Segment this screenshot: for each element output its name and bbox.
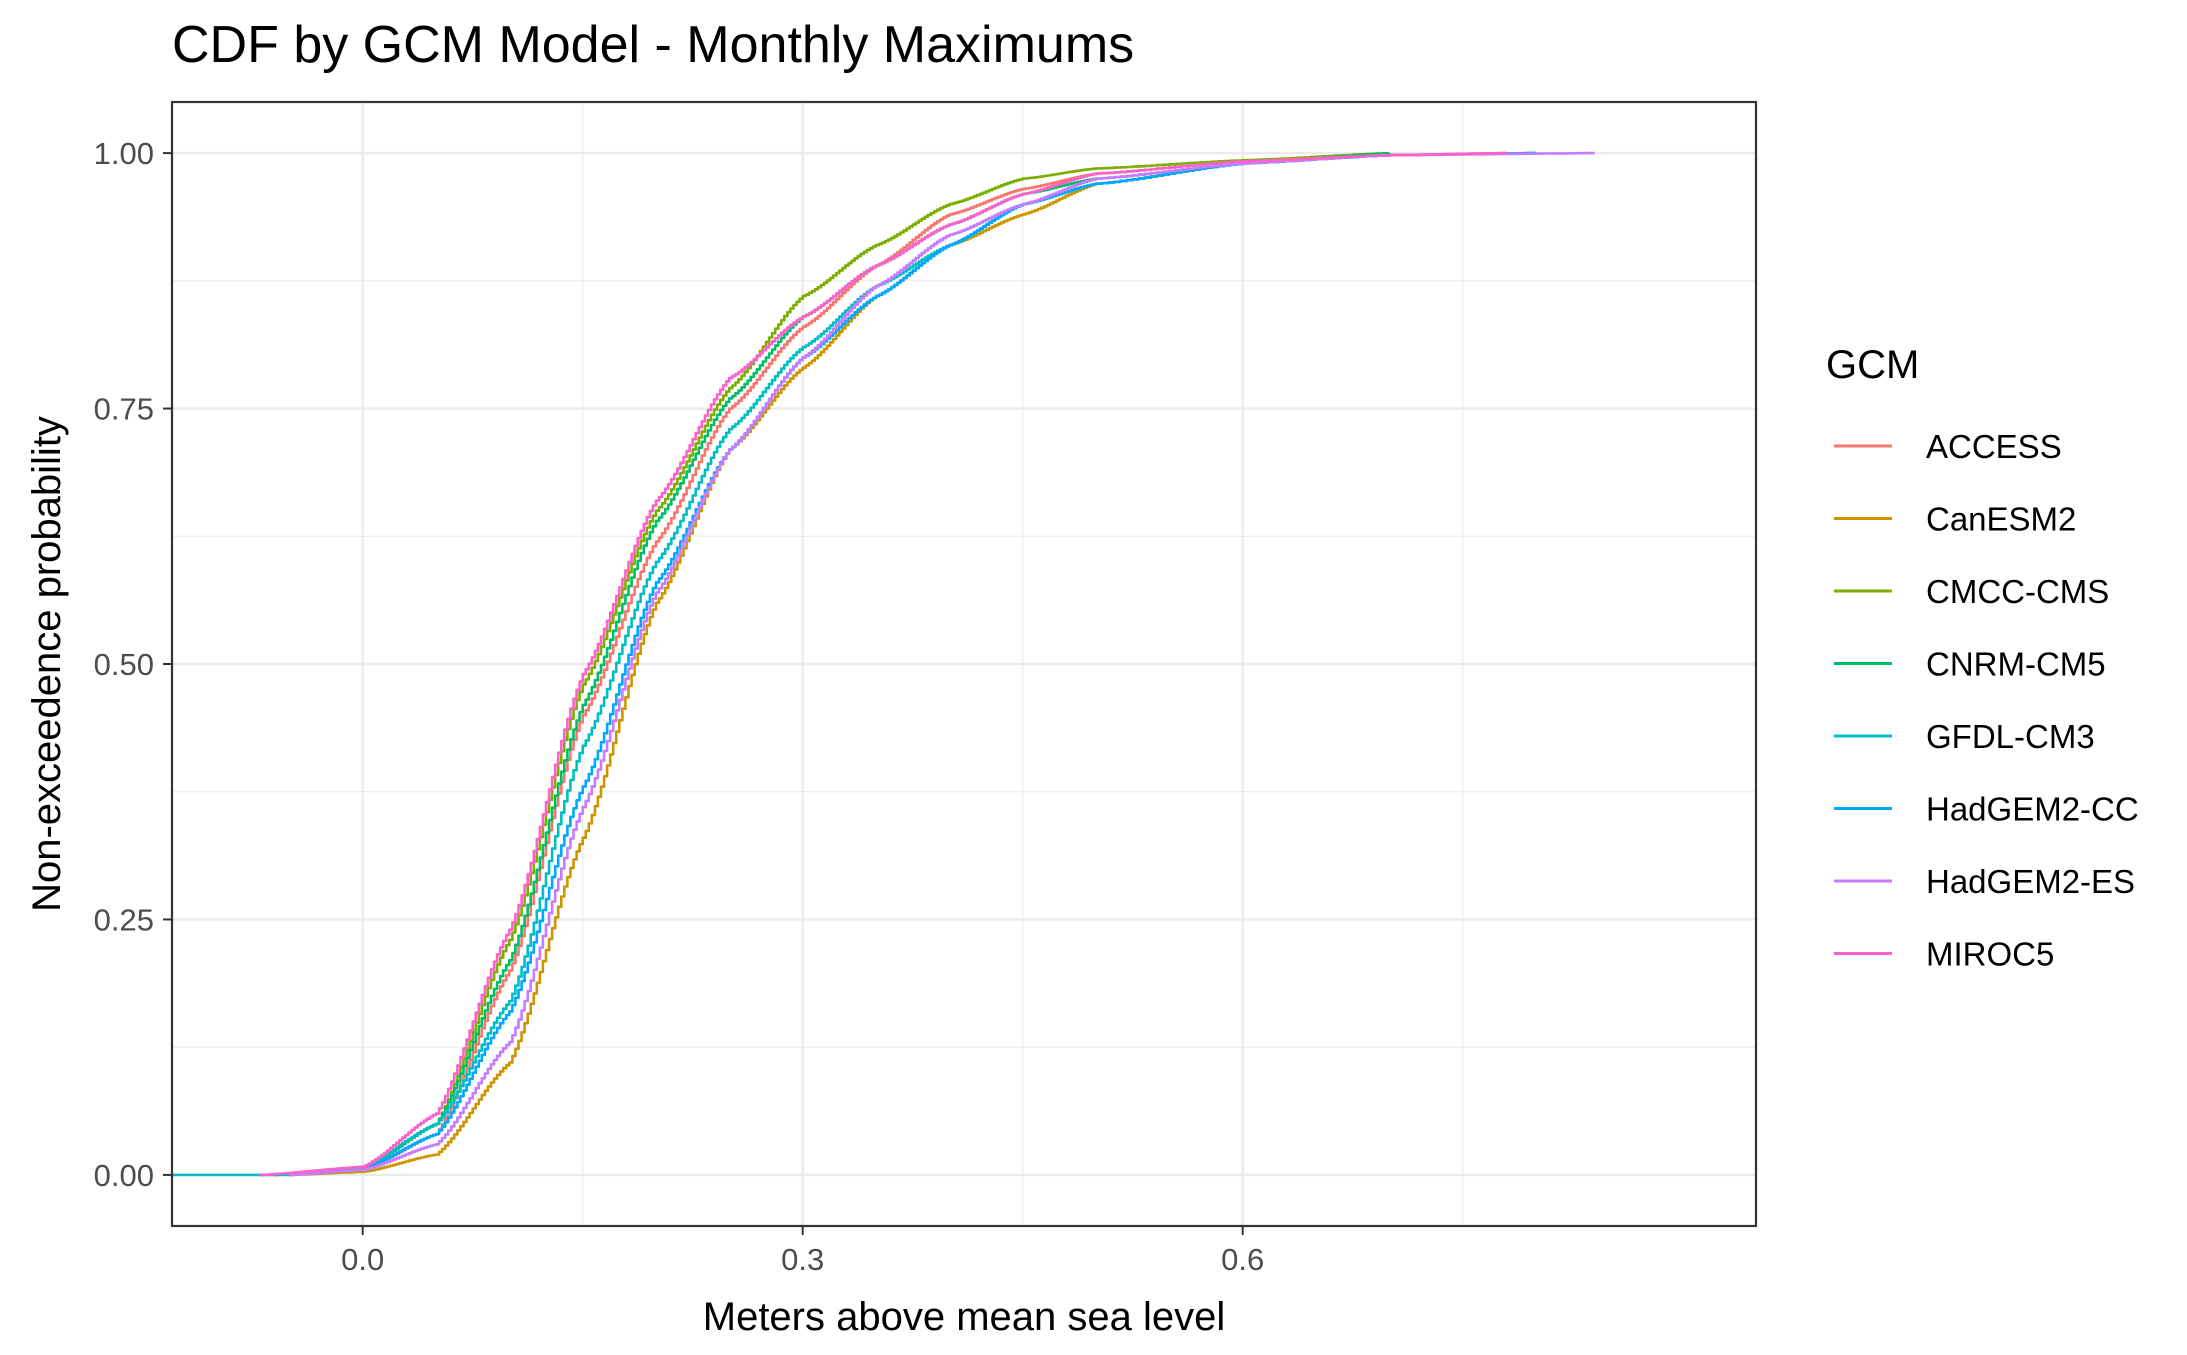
- x-tick-label: 0.6: [1221, 1242, 1264, 1277]
- y-tick-label: 0.25: [94, 902, 154, 937]
- legend-item: GFDL-CM3: [1834, 718, 2095, 755]
- series-line-hadgem2-es: [289, 151, 1595, 1177]
- legend-label: CMCC-CMS: [1926, 573, 2109, 610]
- y-tick-label: 0.50: [94, 647, 154, 682]
- x-tick-label: 0.0: [341, 1242, 384, 1277]
- x-axis-ticks: 0.0 0.3 0.6: [341, 1226, 1264, 1277]
- grid-lines: [172, 102, 1756, 1226]
- legend-items: ACCESS CanESM2 CMCC-CMS CNRM-CM5 GFDL-CM3 Had…: [1834, 428, 2139, 973]
- legend-item: CNRM-CM5: [1834, 646, 2106, 683]
- legend-item: HadGEM2-CC: [1834, 791, 2139, 828]
- chart-title: CDF by GCM Model - Monthly Maximums: [172, 16, 1134, 74]
- legend: GCM ACCESS CanESM2 CMCC-CMS CNRM-CM5 GFDL-CM…: [1826, 343, 2139, 973]
- x-tick-label: 0.3: [781, 1242, 824, 1277]
- legend-item: CanESM2: [1834, 501, 2076, 538]
- y-axis-ticks: 0.00 0.25 0.50 0.75 1.00: [94, 136, 172, 1193]
- legend-title: GCM: [1826, 343, 1919, 387]
- legend-item: HadGEM2-ES: [1834, 863, 2135, 900]
- legend-item: ACCESS: [1834, 428, 2062, 465]
- y-tick-label: 1.00: [94, 136, 154, 171]
- series-line-cmcc-cms: [274, 152, 1391, 1177]
- x-axis-title: Meters above mean sea level: [703, 1295, 1226, 1339]
- legend-label: CanESM2: [1926, 501, 2076, 538]
- y-tick-label: 0.00: [94, 1158, 154, 1193]
- legend-label: GFDL-CM3: [1926, 718, 2095, 755]
- series-line-miroc5: [260, 151, 1507, 1177]
- legend-item: CMCC-CMS: [1834, 573, 2109, 610]
- legend-label: ACCESS: [1926, 428, 2062, 465]
- legend-label: HadGEM2-ES: [1926, 863, 2135, 900]
- y-tick-label: 0.75: [94, 392, 154, 427]
- series-line-cnrm-cm5: [274, 152, 1391, 1177]
- legend-label: HadGEM2-CC: [1926, 791, 2139, 828]
- legend-item: MIROC5: [1834, 936, 2054, 973]
- y-axis-title: Non-exceedence probability: [25, 416, 69, 912]
- legend-label: CNRM-CM5: [1926, 646, 2106, 683]
- series-lines: [172, 151, 1595, 1177]
- legend-label: MIROC5: [1926, 936, 2054, 973]
